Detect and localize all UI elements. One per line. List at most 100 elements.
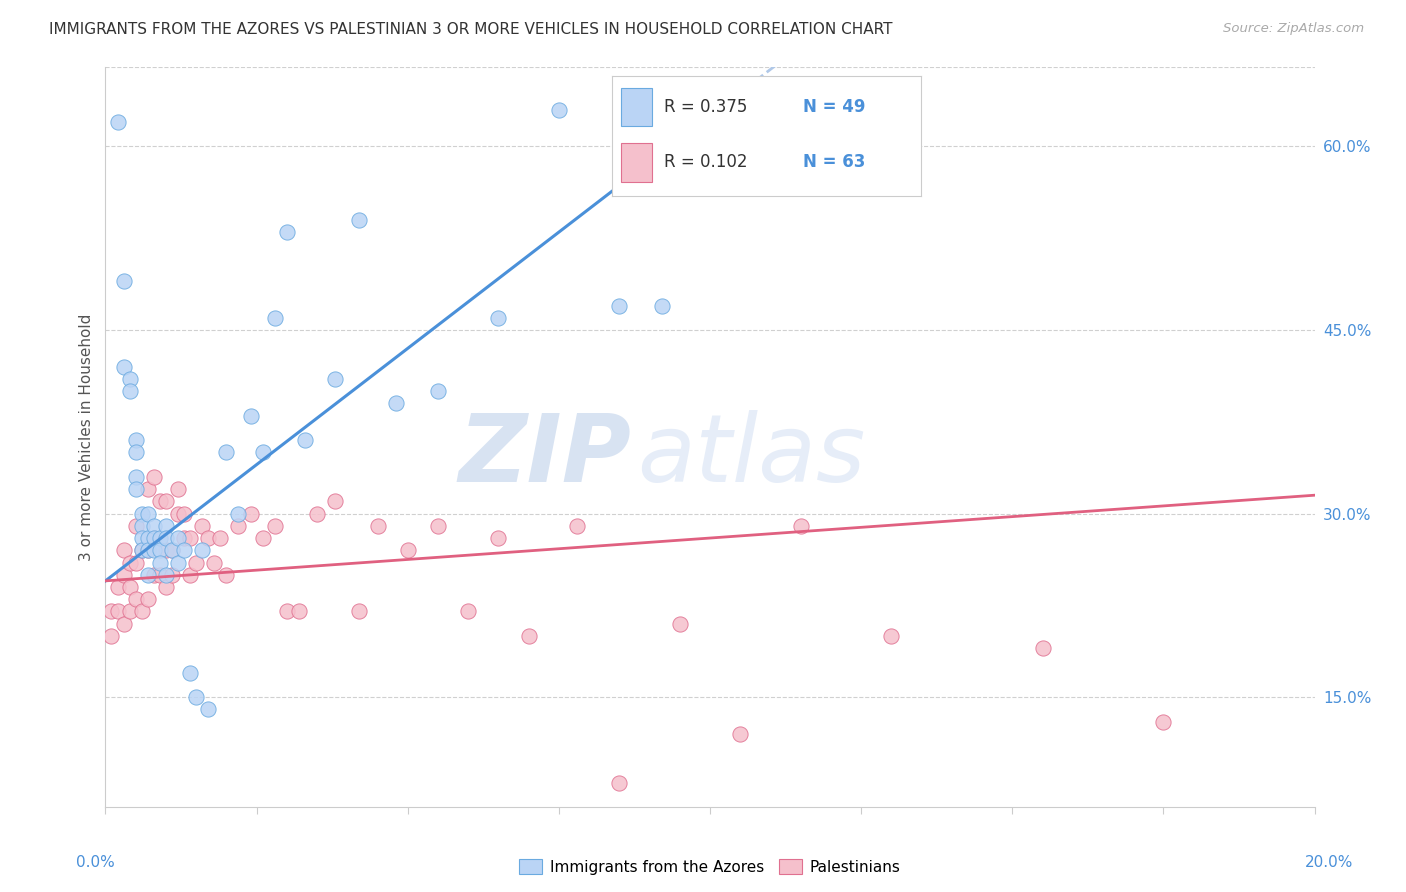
Point <box>263 310 285 325</box>
Point <box>142 531 165 545</box>
Point <box>131 518 153 533</box>
Point <box>307 507 329 521</box>
Point <box>565 518 588 533</box>
Point <box>252 531 274 545</box>
Text: R = 0.102: R = 0.102 <box>664 153 748 171</box>
Point <box>488 310 510 325</box>
Point <box>186 556 208 570</box>
Point <box>288 604 311 618</box>
Point <box>179 665 201 680</box>
Point <box>186 690 208 705</box>
Point <box>167 482 190 496</box>
Point <box>112 543 135 558</box>
Point <box>349 212 371 227</box>
Point <box>179 567 201 582</box>
Point <box>100 604 122 618</box>
Point <box>160 543 183 558</box>
Point <box>651 299 673 313</box>
Point <box>155 531 177 545</box>
Point <box>142 518 165 533</box>
Point <box>427 384 450 399</box>
Text: Source: ZipAtlas.com: Source: ZipAtlas.com <box>1223 22 1364 36</box>
Text: N = 63: N = 63 <box>803 153 866 171</box>
Point <box>155 580 177 594</box>
Point <box>118 556 141 570</box>
Point <box>239 507 262 521</box>
Point <box>276 604 298 618</box>
Point <box>131 604 153 618</box>
Point <box>155 494 177 508</box>
Point <box>136 482 159 496</box>
Point <box>155 518 177 533</box>
Point <box>457 604 479 618</box>
Point <box>263 518 285 533</box>
Point <box>160 543 183 558</box>
Point <box>366 518 388 533</box>
Point <box>107 115 129 129</box>
Text: 20.0%: 20.0% <box>1305 855 1353 870</box>
Point <box>149 543 172 558</box>
Point <box>1153 714 1175 729</box>
Point <box>179 531 201 545</box>
Point <box>124 433 148 447</box>
Point <box>167 531 190 545</box>
Point <box>173 507 195 521</box>
Point <box>191 518 214 533</box>
Point <box>131 543 153 558</box>
Point <box>136 567 159 582</box>
Point <box>142 567 165 582</box>
Point <box>124 445 148 459</box>
Point <box>131 507 153 521</box>
Point <box>112 359 135 374</box>
Y-axis label: 3 or more Vehicles in Household: 3 or more Vehicles in Household <box>79 313 94 561</box>
Text: 0.0%: 0.0% <box>76 855 115 870</box>
Point <box>167 507 190 521</box>
Point <box>149 531 172 545</box>
Point <box>173 543 195 558</box>
Point <box>142 470 165 484</box>
Point <box>124 592 148 607</box>
Point <box>209 531 232 545</box>
Text: R = 0.375: R = 0.375 <box>664 97 748 116</box>
Point <box>136 592 159 607</box>
Point <box>323 494 346 508</box>
Point <box>609 299 631 313</box>
Point <box>880 629 903 643</box>
Point <box>1032 641 1054 656</box>
Point <box>384 396 406 410</box>
Point <box>215 445 238 459</box>
Point <box>202 556 225 570</box>
Point <box>118 384 141 399</box>
Bar <box>621 144 652 182</box>
Point <box>124 518 148 533</box>
Point <box>160 567 183 582</box>
Point <box>228 518 250 533</box>
Point <box>142 531 165 545</box>
Point <box>107 580 129 594</box>
Point <box>173 531 195 545</box>
Point <box>155 567 177 582</box>
Point <box>124 470 148 484</box>
Point <box>669 616 692 631</box>
Point <box>149 494 172 508</box>
Point <box>136 543 159 558</box>
Point <box>107 604 129 618</box>
Point <box>149 567 172 582</box>
Point <box>276 225 298 239</box>
Point <box>112 274 135 288</box>
Point <box>112 567 135 582</box>
Point <box>294 433 316 447</box>
Point <box>100 629 122 643</box>
Point <box>131 543 153 558</box>
Point <box>149 556 172 570</box>
Legend: Immigrants from the Azores, Palestinians: Immigrants from the Azores, Palestinians <box>513 854 907 881</box>
Point <box>730 727 752 741</box>
Point <box>197 702 219 716</box>
Text: ZIP: ZIP <box>458 409 631 501</box>
Point <box>136 507 159 521</box>
Point <box>118 372 141 386</box>
Point <box>136 531 159 545</box>
Point <box>488 531 510 545</box>
Point <box>197 531 219 545</box>
Point <box>517 629 540 643</box>
